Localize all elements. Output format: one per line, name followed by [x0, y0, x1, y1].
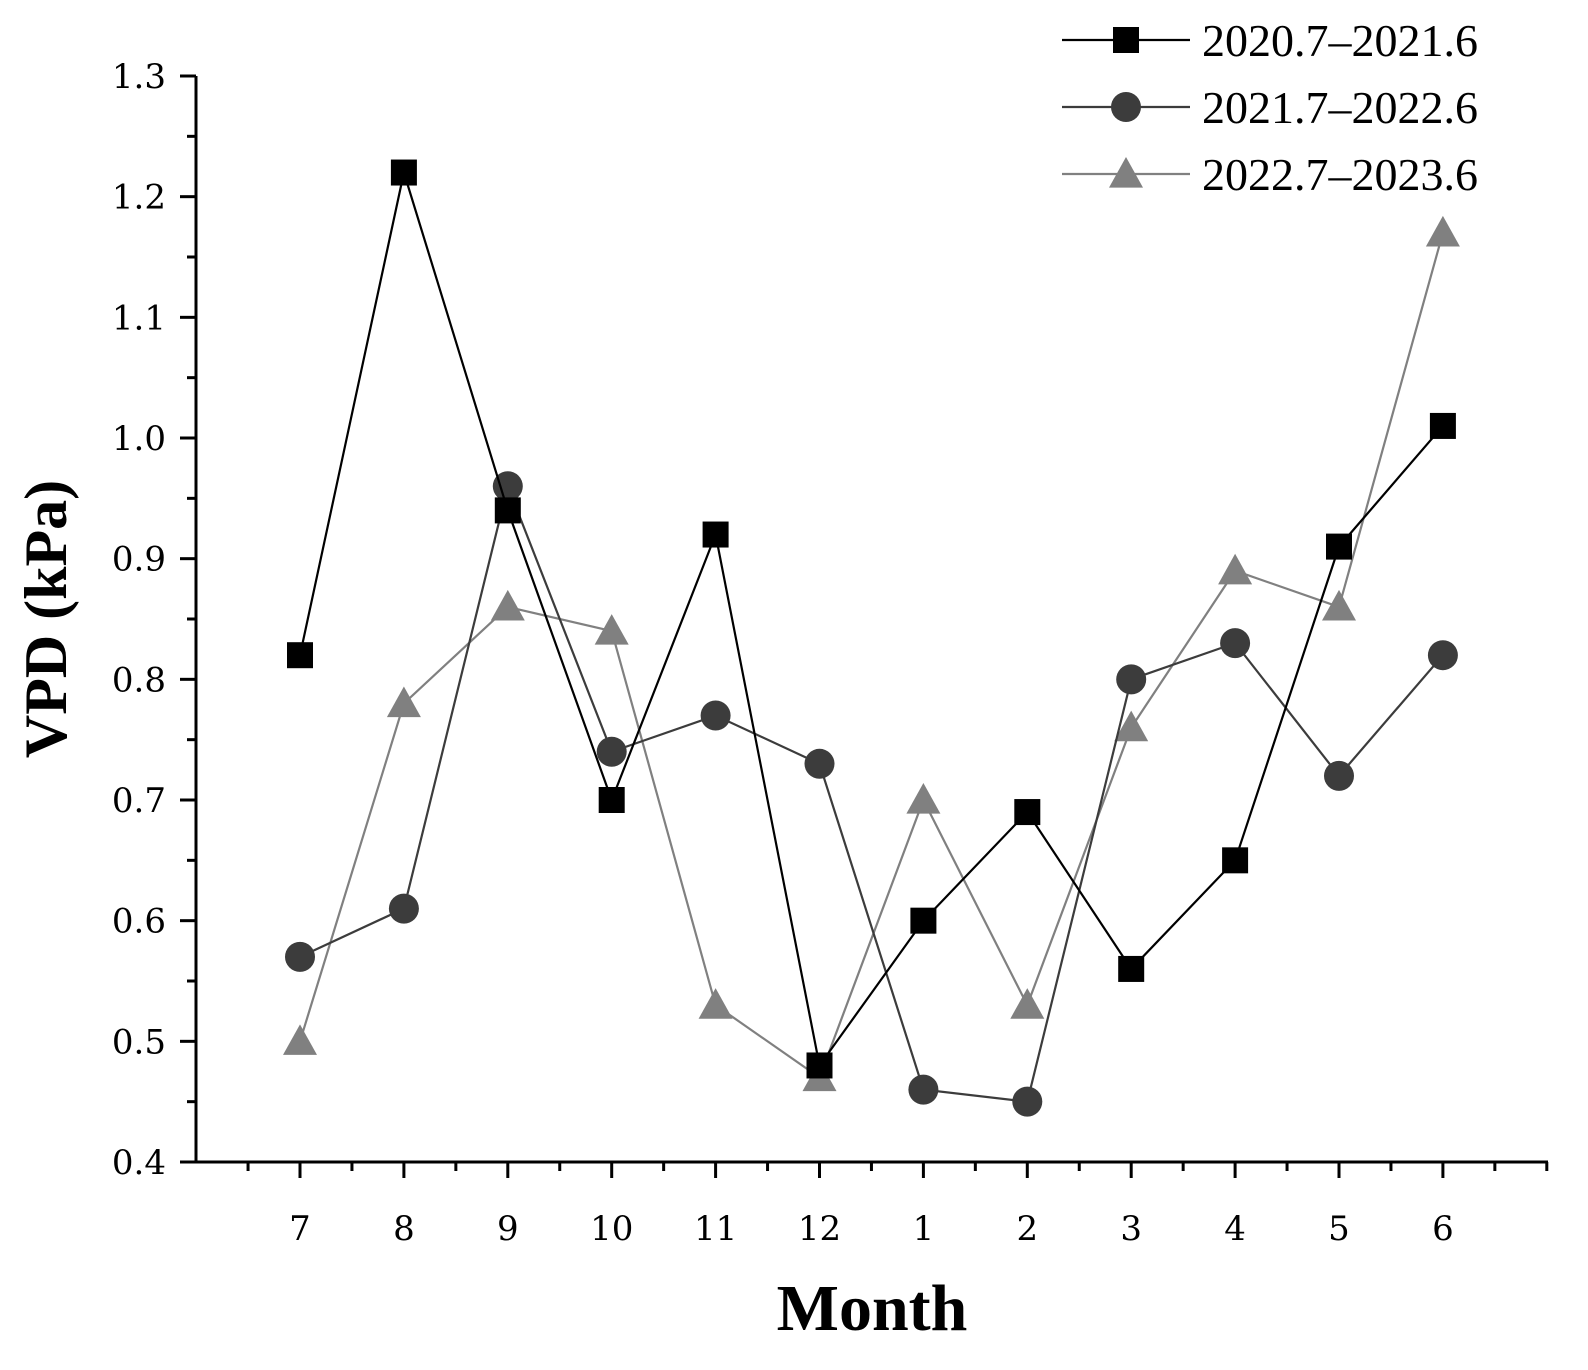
x-tick-label: 9	[497, 1209, 519, 1249]
x-tick-label: 10	[590, 1209, 633, 1249]
x-tick-label: 6	[1432, 1209, 1454, 1249]
series-2-point	[492, 471, 523, 502]
legend-item-1: 2020.7–2021.6	[1062, 15, 1478, 66]
series-1-point	[287, 642, 313, 669]
x-tick-label: 4	[1224, 1209, 1246, 1249]
series-3-point	[698, 988, 733, 1019]
x-tick-label: 11	[694, 1209, 737, 1249]
y-tick-label: 0.9	[112, 540, 166, 580]
series-2-point	[908, 1074, 939, 1105]
series-1-point	[1222, 847, 1249, 874]
series-1-point	[1429, 412, 1456, 439]
series-1-line	[298, 168, 1444, 1069]
series-3-point	[906, 783, 941, 814]
legend-marker	[1113, 27, 1139, 53]
series-2-point	[1116, 664, 1147, 695]
series-3-point	[490, 589, 525, 621]
y-tick-label: 0.4	[112, 1143, 166, 1183]
series-3-line	[298, 232, 1444, 1080]
series-2-point	[700, 700, 731, 731]
series-layer	[283, 159, 1460, 1117]
series-3-point	[1114, 710, 1149, 742]
series-2-point	[1220, 628, 1251, 659]
legend-label: 2022.7–2023.6	[1202, 149, 1478, 200]
series-3-point	[594, 614, 629, 645]
y-tick-label: 0.8	[112, 660, 166, 700]
x-tick-label: 5	[1328, 1209, 1350, 1249]
y-tick-label: 0.6	[112, 902, 166, 942]
series-1-point	[1118, 955, 1145, 982]
y-tick-label: 0.5	[112, 1022, 166, 1062]
x-tick-label: 3	[1120, 1209, 1142, 1249]
series-3-point	[283, 1024, 317, 1055]
series-3-point	[386, 686, 421, 718]
axes: 0.40.50.60.70.80.91.01.11.21.37 8 9 10 11 12 1…	[112, 57, 1549, 1249]
series-2-point	[1012, 1086, 1043, 1117]
series-1-point	[1014, 799, 1041, 826]
series-1-point	[910, 907, 937, 934]
y-tick-label: 1.2	[112, 178, 166, 218]
x-tick-label: 1	[913, 1209, 935, 1249]
legend-label: 2020.7–2021.6	[1202, 15, 1478, 66]
series-1-point	[390, 159, 417, 186]
series-3-point	[1322, 589, 1356, 621]
y-tick-label: 0.7	[112, 781, 166, 821]
series-2-point	[596, 736, 627, 767]
y-tick-label: 1.1	[112, 298, 166, 338]
series-2-point	[388, 893, 419, 924]
legend-item-3: 2022.7–2023.6	[1062, 149, 1478, 200]
x-tick-label: 2	[1016, 1209, 1038, 1249]
y-axis-title: VPD (kPa)	[13, 480, 79, 758]
x-axis-title: Month	[777, 1272, 968, 1345]
legend-marker	[1109, 157, 1143, 188]
series-1-point	[598, 787, 625, 813]
x-tick-label: 7	[289, 1209, 311, 1249]
series-1-point	[806, 1052, 833, 1079]
series-1-point	[702, 521, 729, 548]
series-3-point	[1218, 553, 1253, 585]
y-tick-label: 1.0	[112, 419, 166, 459]
legend-marker	[1111, 92, 1141, 122]
series-2-point	[285, 941, 315, 972]
series-2-point	[1427, 640, 1458, 671]
series-2-point	[1324, 760, 1354, 791]
series-1-point	[1326, 533, 1352, 560]
x-tick-label: 12	[798, 1209, 841, 1249]
series-2-point	[804, 748, 835, 779]
x-tick-label: 8	[393, 1209, 415, 1249]
series-1	[287, 159, 1456, 1079]
series-3-point	[1425, 215, 1460, 247]
series-2-line	[299, 482, 1444, 1103]
y-tick-label: 1.3	[112, 57, 166, 97]
series-3-point	[1010, 988, 1045, 1019]
series-3	[283, 215, 1460, 1092]
legend: 2020.7–2021.6 2021.7–2022.6 2022.7–2023.6	[1062, 15, 1478, 200]
legend-label: 2021.7–2022.6	[1202, 82, 1478, 133]
legend-item-2: 2021.7–2022.6	[1062, 82, 1478, 133]
series-2	[285, 471, 1458, 1117]
series-1-point	[494, 497, 521, 524]
